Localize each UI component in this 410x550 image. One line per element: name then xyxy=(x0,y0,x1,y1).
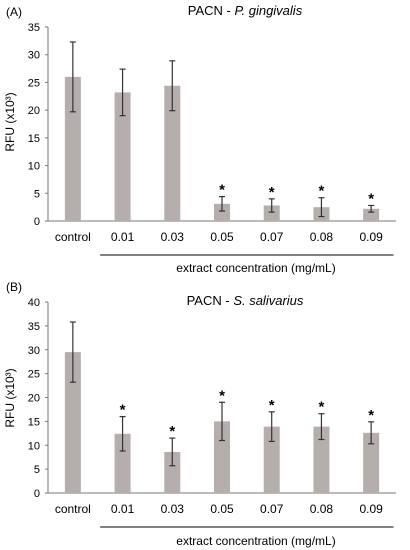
panel-b-y-tick-label: 10 xyxy=(28,440,40,452)
panel-b-y-axis-label: RFU (x10³) xyxy=(3,368,17,427)
panel-b-category-label: 0.03 xyxy=(161,502,185,516)
panel-b-category-label: 0.09 xyxy=(359,502,383,516)
panel-a-significance-mark: * xyxy=(219,182,225,199)
panel-b-category-label: control xyxy=(55,502,91,516)
panel-a-category-label: 0.08 xyxy=(310,230,334,244)
panel-a-y-tick-label: 25 xyxy=(28,77,40,89)
panel-a-y-tick-label: 20 xyxy=(28,105,40,117)
panel-b-y-tick-label: 15 xyxy=(28,416,40,428)
panel-a-category-label: 0.09 xyxy=(359,230,383,244)
panel-a-category-label: 0.03 xyxy=(161,230,185,244)
panel-b-x-axis-label: extract concentration (mg/mL) xyxy=(176,534,335,548)
panel-b-category-label: 0.01 xyxy=(111,502,135,516)
panel-a-title-species: P. gingivalis xyxy=(235,3,303,18)
panel-b-category-label: 0.08 xyxy=(310,502,334,516)
panel-a-y-tick-label: 0 xyxy=(34,216,40,228)
panel-b-significance-mark: * xyxy=(120,402,126,419)
panel-b-y-tick-label: 30 xyxy=(28,345,40,357)
panel-b-y-tick-label: 35 xyxy=(28,321,40,333)
panel-b-title: PACN - S. salivarius xyxy=(187,293,304,308)
panel-a-significance-mark: * xyxy=(319,183,325,200)
panel-a-y-tick-label: 30 xyxy=(28,50,40,62)
panel-b-significance-mark: * xyxy=(169,423,175,440)
panel-b-y-tick-label: 5 xyxy=(34,464,40,476)
panel-b-significance-mark: * xyxy=(368,407,374,424)
panel-b-y-tick-label: 40 xyxy=(28,297,40,309)
panel-b-label: (B) xyxy=(6,280,22,294)
panel-b-significance-mark: * xyxy=(319,399,325,416)
panel-a-y-tick-label: 15 xyxy=(28,133,40,145)
panel-a-category-label: 0.07 xyxy=(260,230,284,244)
panel-a-plot: 0 5 10 15 20 25 30 35 control 0.01 0.03 * 0.05 * 0.07 *… xyxy=(28,22,396,255)
panel-a-category-label: 0.05 xyxy=(210,230,234,244)
panel-a-y-tick-label: 35 xyxy=(28,22,40,34)
panel-b-significance-mark: * xyxy=(219,387,225,404)
panel-b-plot: 0 5 10 15 20 25 30 35 40 control * 0.01 * 0.03 * 0.05 * 0… xyxy=(28,297,396,527)
panel-b-category-label: 0.05 xyxy=(210,502,234,516)
panel-a-significance-mark: * xyxy=(368,190,374,207)
panel-a-y-axis-label: RFU (x10³) xyxy=(3,92,17,151)
panel-a-title: PACN - P. gingivalis xyxy=(188,3,303,18)
panel-a-category-label: control xyxy=(55,230,91,244)
panel-b-significance-mark: * xyxy=(269,397,275,414)
panel-a-label: (A) xyxy=(6,5,22,19)
panel-a-y-tick-label: 5 xyxy=(34,188,40,200)
panel-a-significance-mark: * xyxy=(269,184,275,201)
panel-b-y-tick-label: 20 xyxy=(28,393,40,405)
panel-a-category-label: 0.01 xyxy=(111,230,135,244)
panel-b-title-species: S. salivarius xyxy=(233,293,304,308)
panel-b-category-label: 0.07 xyxy=(260,502,284,516)
panel-b-y-tick-label: 0 xyxy=(34,488,40,500)
panel-a-x-axis-label: extract concentration (mg/mL) xyxy=(176,261,335,275)
panel-b-title-prefix: PACN - xyxy=(187,293,234,308)
panel-b-y-tick-label: 25 xyxy=(28,369,40,381)
panel-a-title-prefix: PACN - xyxy=(188,3,235,18)
panel-a-y-tick-label: 10 xyxy=(28,161,40,173)
